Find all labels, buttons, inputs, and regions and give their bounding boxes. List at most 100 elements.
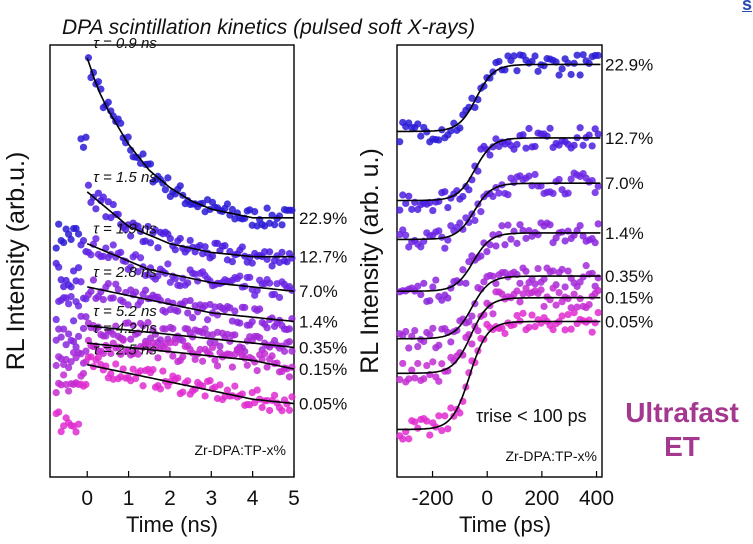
right-y-axis-label: RL Intensity (arb. u.) (356, 148, 384, 374)
right-data-point (435, 136, 443, 144)
right-data-point (459, 266, 467, 274)
left-series-2: τ = 1.9 ns 7.0% (52, 221, 338, 325)
right-data-point (408, 366, 416, 374)
right-data-point (486, 151, 494, 159)
right-fit-line-3 (397, 232, 601, 292)
left-data-point (184, 279, 192, 287)
right-data-point (429, 324, 437, 332)
left-data-point (156, 385, 165, 393)
left-data-point (87, 287, 95, 296)
right-data-point (519, 226, 527, 235)
left-panel: RL Intensity (arb.u.) Time (ns) Zr-DPA:T… (2, 35, 347, 537)
left-data-point (55, 263, 63, 271)
left-data-point (144, 222, 152, 231)
right-data-point (504, 221, 512, 229)
left-data-point (246, 273, 254, 281)
right-data-point (525, 124, 533, 133)
corner-mark: s (742, 0, 753, 14)
left-fit-line-5 (87, 342, 295, 370)
right-data-point (528, 311, 536, 319)
right-data-point (591, 319, 599, 327)
right-data-point (564, 189, 572, 197)
right-data-point (555, 175, 563, 184)
left-data-point (238, 390, 246, 398)
right-fit-line-6 (396, 320, 601, 431)
right-data-point (519, 131, 527, 139)
left-data-point (248, 259, 256, 267)
left-data-point (270, 221, 279, 229)
right-data-point (549, 267, 557, 275)
right-data-point (558, 312, 566, 320)
left-x-axis-label: Time (ns) (126, 512, 218, 537)
right-x-tick-label-3: 400 (579, 487, 614, 510)
right-data-point (426, 431, 434, 439)
left-data-point (72, 343, 80, 351)
right-data-point (579, 273, 587, 281)
left-data-point (166, 235, 174, 243)
left-data-point (55, 220, 63, 228)
rise-time-annotation: τrise < 100 ps (476, 406, 587, 426)
right-data-point (501, 241, 509, 249)
right-data-point (468, 312, 476, 320)
left-data-point (72, 224, 80, 233)
right-data-point (585, 131, 593, 139)
right-fit-line-4 (397, 275, 601, 340)
right-data-point (591, 125, 599, 133)
left-series-label-1: 12.7% (299, 248, 347, 267)
right-data-point (534, 264, 542, 273)
right-data-point (528, 57, 536, 65)
left-data-point (241, 303, 249, 312)
left-data-point (67, 293, 75, 301)
left-data-point (231, 307, 239, 315)
left-data-point (191, 355, 199, 364)
right-data-point (441, 412, 449, 420)
right-data-point (585, 300, 593, 309)
left-data-point (57, 427, 65, 436)
left-data-point (65, 300, 73, 308)
right-data-point (402, 231, 410, 239)
left-data-point (186, 236, 194, 245)
left-series-label-2: 7.0% (299, 282, 338, 301)
right-data-point (459, 192, 467, 201)
left-sample-label: Zr-DPA:TP-x% (194, 442, 286, 458)
left-data-point (60, 371, 68, 379)
left-data-point (79, 369, 88, 378)
left-data-point (169, 352, 177, 360)
left-data-point (149, 365, 157, 374)
left-data-point (82, 380, 90, 389)
left-data-point (109, 241, 117, 249)
right-data-point (405, 344, 413, 352)
right-data-point (492, 279, 500, 288)
right-data-point (462, 279, 470, 287)
right-fit-line-1 (397, 137, 601, 202)
left-data-point (285, 338, 294, 346)
right-data-point (516, 298, 524, 306)
right-data-point (435, 377, 443, 385)
right-data-point (474, 167, 482, 175)
right-x-tick-label-2: 200 (524, 487, 559, 510)
left-data-point (283, 400, 291, 408)
right-fit-line-2 (397, 182, 601, 241)
left-data-point (166, 278, 174, 286)
right-data-point (447, 404, 455, 412)
left-data-point (117, 248, 125, 256)
left-data-point (107, 349, 115, 358)
right-series-4: 0.35% (396, 262, 653, 352)
right-data-point (519, 309, 527, 317)
right-data-point (456, 278, 464, 287)
right-series-3: 1.4% (396, 219, 644, 306)
right-data-point (417, 243, 425, 251)
left-x-tick-label-5: 5 (288, 487, 300, 510)
left-data-point (169, 325, 177, 333)
left-data-point (79, 237, 88, 245)
right-data-point (396, 138, 404, 146)
left-data-point (179, 353, 187, 361)
left-tau-label-1: τ = 1.5 ns (93, 169, 157, 186)
left-data-point (270, 391, 279, 399)
left-data-point (89, 276, 98, 284)
right-data-point (426, 331, 434, 339)
right-data-point (576, 295, 584, 303)
left-data-point (127, 232, 135, 240)
left-data-point (263, 363, 271, 371)
left-data-point (288, 393, 296, 401)
